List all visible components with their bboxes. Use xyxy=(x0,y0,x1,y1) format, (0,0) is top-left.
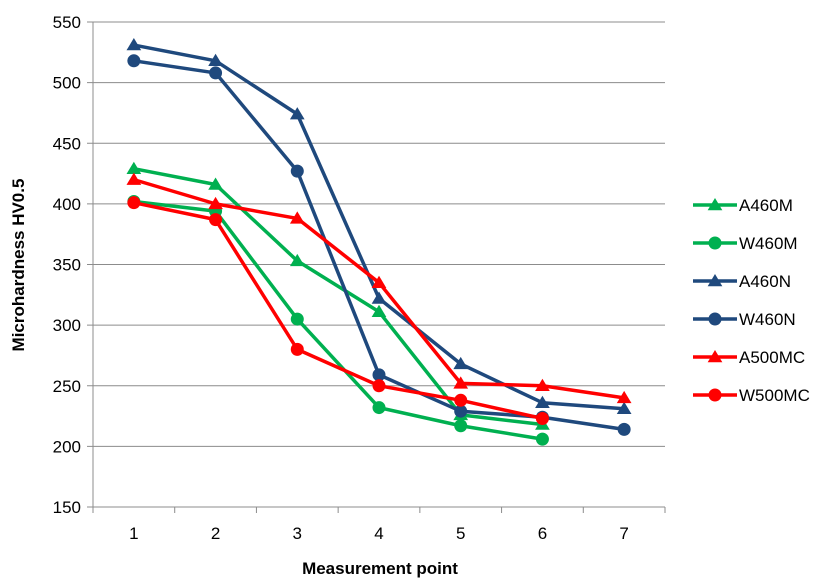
legend-item: A460M xyxy=(693,196,793,215)
series-A460M xyxy=(126,161,550,430)
series-line xyxy=(133,200,543,421)
data-point xyxy=(208,177,223,190)
data-point xyxy=(372,401,386,415)
data-point xyxy=(454,393,468,407)
legend-marker xyxy=(708,312,722,326)
data-point xyxy=(209,66,223,80)
data-point xyxy=(535,378,550,391)
y-tick-label: 500 xyxy=(53,74,81,93)
x-tick-label: 3 xyxy=(293,524,302,543)
series-group xyxy=(126,38,632,446)
data-point xyxy=(371,275,387,288)
series-line xyxy=(133,43,625,411)
data-point xyxy=(372,368,386,382)
legend-label: A500MC xyxy=(739,348,805,367)
data-point xyxy=(208,53,223,67)
data-point xyxy=(616,390,632,404)
x-tick-label: 2 xyxy=(211,524,220,543)
legend-label: W460M xyxy=(739,234,798,253)
data-point xyxy=(616,401,632,415)
legend-item: A460N xyxy=(693,272,791,291)
legend-marker xyxy=(707,350,723,363)
y-tick-labels: 150 200 250 300 350 400 450 500 550 xyxy=(53,13,81,517)
data-point xyxy=(454,404,468,418)
x-tick-label: 5 xyxy=(456,524,465,543)
x-tick-label: 4 xyxy=(374,524,383,543)
legend-label: W460N xyxy=(739,310,796,329)
series-A500MC xyxy=(126,172,632,404)
data-point xyxy=(371,291,387,304)
y-tick-label: 450 xyxy=(53,134,81,153)
data-point xyxy=(372,379,386,393)
y-tick-label: 550 xyxy=(53,13,81,32)
y-tick-label: 200 xyxy=(53,437,81,456)
legend-label: A460M xyxy=(739,196,793,215)
series-line xyxy=(133,177,625,400)
x-tick-label: 7 xyxy=(619,524,628,543)
data-point xyxy=(290,164,304,178)
data-point xyxy=(617,422,631,436)
legend-label: A460N xyxy=(739,272,791,291)
data-point xyxy=(127,196,141,210)
data-point xyxy=(126,38,142,51)
data-point xyxy=(371,304,387,318)
y-tick-label: 400 xyxy=(53,195,81,214)
legend-item: W500MC xyxy=(693,386,810,405)
gridlines xyxy=(93,21,665,447)
data-point xyxy=(289,107,305,120)
y-axis-title: Microhardness HV0.5 xyxy=(9,179,28,352)
y-tick-label: 300 xyxy=(53,316,81,335)
y-tick-label: 150 xyxy=(53,498,81,517)
data-point xyxy=(453,356,469,370)
data-point xyxy=(208,196,223,210)
axes xyxy=(87,21,666,513)
x-tick-label: 6 xyxy=(538,524,547,543)
legend-item: W460M xyxy=(693,234,798,253)
data-point xyxy=(535,395,550,408)
legend-marker xyxy=(707,198,723,211)
series-line xyxy=(133,199,543,441)
legend: A460M W460M A460N W460N A500MC W500MC xyxy=(693,196,810,405)
data-point xyxy=(535,432,549,446)
legend-item: A500MC xyxy=(693,348,805,367)
legend-item: W460N xyxy=(693,310,796,329)
legend-label: W500MC xyxy=(739,386,810,405)
legend-marker xyxy=(707,274,723,287)
data-point xyxy=(126,172,142,185)
data-point xyxy=(289,253,305,267)
data-point xyxy=(290,312,304,326)
data-point xyxy=(127,54,141,68)
x-axis-title: Measurement point xyxy=(302,559,458,578)
data-point xyxy=(454,419,468,433)
legend-marker xyxy=(708,236,722,250)
y-tick-label: 350 xyxy=(53,256,81,275)
data-point xyxy=(209,213,223,227)
series-W500MC xyxy=(127,196,549,425)
data-point xyxy=(290,342,304,356)
data-point xyxy=(453,376,469,389)
series-A460N xyxy=(126,38,632,415)
x-tick-label: 1 xyxy=(129,524,138,543)
legend-marker xyxy=(708,388,722,402)
series-W460M xyxy=(127,194,549,446)
data-point xyxy=(289,211,305,224)
data-point xyxy=(535,411,549,425)
series-W460N xyxy=(127,54,631,436)
data-point xyxy=(126,161,142,174)
y-tick-label: 250 xyxy=(53,377,81,396)
x-tick-labels: 1 2 3 4 5 6 7 xyxy=(129,524,629,543)
series-line xyxy=(133,166,543,427)
